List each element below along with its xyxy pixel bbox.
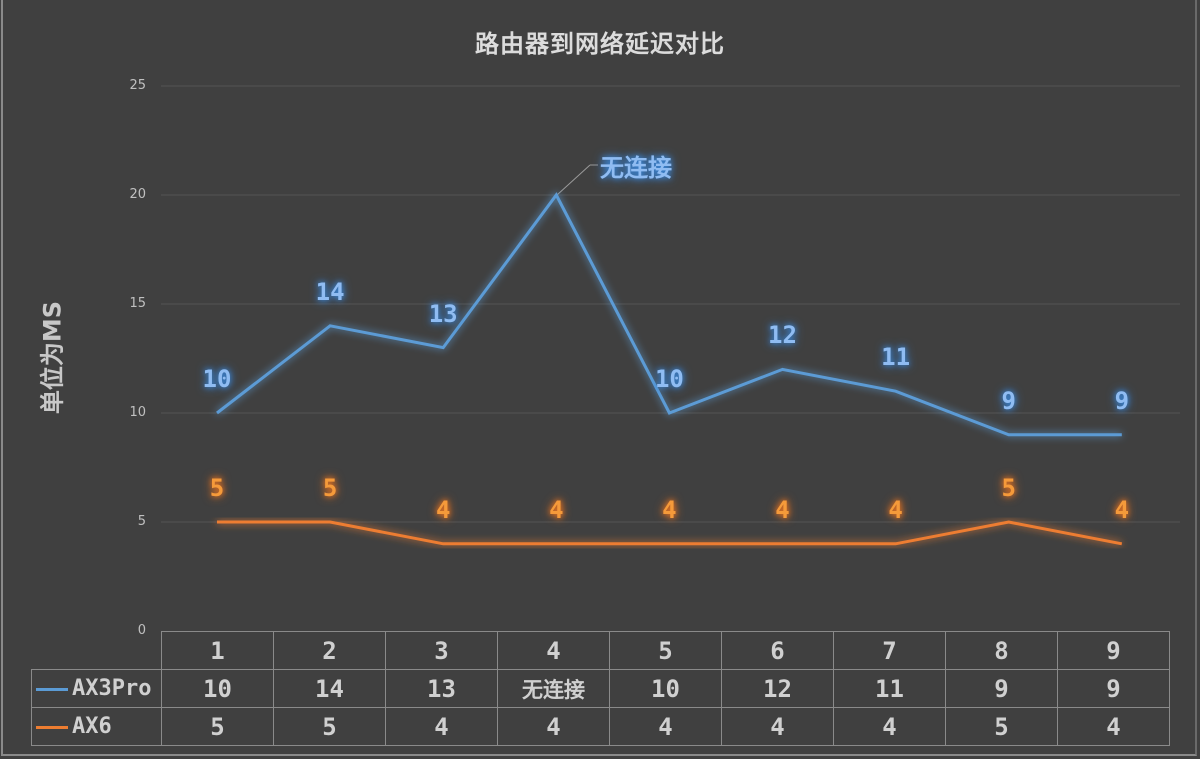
data-label: 14 xyxy=(315,277,345,306)
data-label: 12 xyxy=(768,321,797,350)
table-header-cell: 1 xyxy=(161,631,274,670)
table-header-cell: 9 xyxy=(1057,631,1170,670)
data-label: 9 xyxy=(1114,386,1130,415)
y-tick-25: 25 xyxy=(129,78,146,93)
table-header-cell: 5 xyxy=(609,631,722,670)
table-corner xyxy=(31,631,162,670)
table-cell: 14 xyxy=(273,669,386,708)
table-header-cell: 3 xyxy=(385,631,498,670)
table-header-cell: 7 xyxy=(833,631,946,670)
table-row-ax6: AX6 5 5 4 4 4 4 4 5 4 xyxy=(31,707,1170,746)
legend-label: AX3Pro xyxy=(72,676,152,701)
y-tick-0: 0 xyxy=(137,623,146,638)
table-header-cell: 8 xyxy=(945,631,1058,670)
table-cell: 10 xyxy=(161,669,274,708)
legend-ax3pro: AX3Pro xyxy=(31,669,162,708)
table-header-cell: 4 xyxy=(497,631,610,670)
legend-label: AX6 xyxy=(72,714,112,739)
table-cell: 4 xyxy=(1057,707,1170,746)
data-label: 4 xyxy=(435,495,451,524)
table-header-row: 1 2 3 4 5 6 7 8 9 xyxy=(31,631,1170,670)
table-row-ax3pro: AX3Pro 10 14 13 无连接 10 12 11 9 9 xyxy=(31,669,1170,708)
table-cell: 9 xyxy=(945,669,1058,708)
data-label: 4 xyxy=(549,495,564,524)
table-cell: 9 xyxy=(1057,669,1170,708)
table-cell: 11 xyxy=(833,669,946,708)
data-label: 5 xyxy=(322,474,338,502)
legend-swatch-blue-icon xyxy=(36,687,68,691)
chart-title: 路由器到网络延迟对比 xyxy=(475,30,725,58)
table-header-cell: 6 xyxy=(721,631,834,670)
data-table: 1 2 3 4 5 6 7 8 9 AX3Pro 10 14 13 无连接 10… xyxy=(31,631,1170,746)
data-label: 10 xyxy=(202,365,232,393)
table-cell: 4 xyxy=(609,707,722,746)
data-label: 13 xyxy=(428,299,458,328)
legend-swatch-orange-icon xyxy=(36,725,68,729)
data-label: 4 xyxy=(775,495,790,524)
y-tick-20: 20 xyxy=(129,187,146,202)
y-tick-15: 15 xyxy=(129,296,146,311)
data-label: 9 xyxy=(1001,386,1016,415)
table-cell: 10 xyxy=(609,669,722,708)
data-label: 11 xyxy=(881,343,911,372)
data-label: 5 xyxy=(1001,474,1016,502)
table-cell: 4 xyxy=(497,707,610,746)
series-line-ax3pro xyxy=(216,192,1122,437)
series-line-ax6 xyxy=(217,520,1123,546)
table-cell: 5 xyxy=(273,707,386,746)
table-cell: 5 xyxy=(945,707,1058,746)
y-tick-10: 10 xyxy=(129,405,146,420)
table-cell: 13 xyxy=(385,669,498,708)
table-cell: 无连接 xyxy=(497,669,610,708)
table-cell: 4 xyxy=(385,707,498,746)
table-cell: 5 xyxy=(161,707,274,746)
y-tick-5: 5 xyxy=(137,514,146,529)
table-header-cell: 2 xyxy=(273,631,386,670)
table-cell: 4 xyxy=(833,707,946,746)
data-label: 10 xyxy=(654,365,684,393)
table-cell: 4 xyxy=(721,707,834,746)
annotation-no-connection: 无连接 xyxy=(600,154,672,182)
leader-line xyxy=(556,164,591,196)
data-label: 4 xyxy=(888,495,903,524)
table-cell: 12 xyxy=(721,669,834,708)
data-label: 4 xyxy=(662,495,677,524)
legend-ax6: AX6 xyxy=(31,707,162,746)
data-label: 5 xyxy=(209,474,225,502)
data-label: 4 xyxy=(1114,495,1130,524)
